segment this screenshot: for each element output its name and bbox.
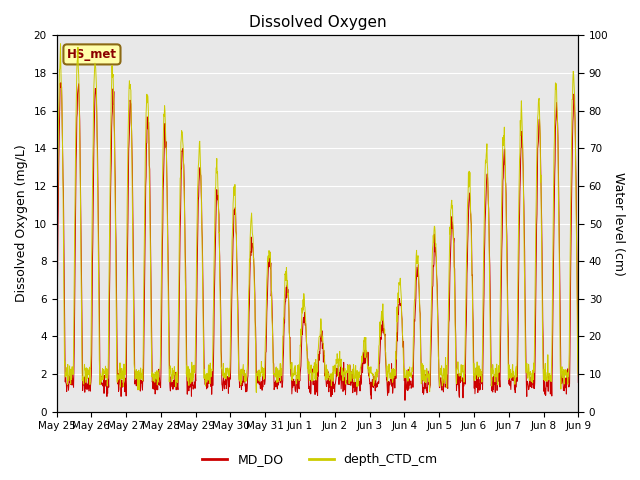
- Text: HS_met: HS_met: [67, 48, 117, 61]
- Legend: MD_DO, depth_CTD_cm: MD_DO, depth_CTD_cm: [197, 448, 443, 471]
- Y-axis label: Water level (cm): Water level (cm): [612, 171, 625, 276]
- Y-axis label: Dissolved Oxygen (mg/L): Dissolved Oxygen (mg/L): [15, 144, 28, 302]
- Title: Dissolved Oxygen: Dissolved Oxygen: [248, 15, 386, 30]
